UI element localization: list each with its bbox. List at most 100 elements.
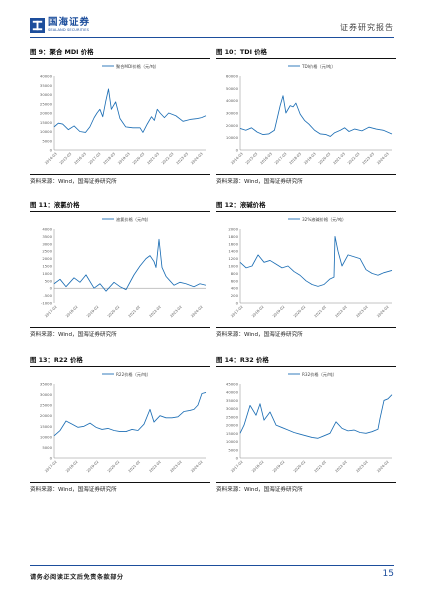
- y-tick-label: 45000: [226, 382, 239, 387]
- y-tick-label: 2000: [42, 256, 52, 261]
- figure-rule-bottom: [30, 482, 210, 483]
- y-tick-label: 40000: [226, 98, 239, 103]
- figure-rule-bottom: [216, 482, 396, 483]
- x-tick-label: 2020-02: [107, 305, 120, 318]
- y-tick-label: -1000: [41, 301, 53, 306]
- figure-rule-bottom: [216, 327, 396, 328]
- y-tick-label: 35000: [40, 382, 53, 387]
- x-tick-label: 2022-02: [149, 305, 162, 318]
- x-tick-label: 2023-02: [355, 460, 368, 473]
- x-tick-label: 2024-02: [376, 460, 389, 473]
- y-tick-label: 1200: [228, 256, 238, 261]
- legend-label: 32%液碱价格（元/吨）: [302, 216, 346, 223]
- x-tick-label: 2024-02: [190, 305, 203, 318]
- figure-title: 图 10：TDI 价格: [216, 48, 267, 56]
- x-tick-label: 2019-02: [86, 460, 99, 473]
- y-tick-label: 15000: [40, 424, 53, 429]
- y-tick-label: 15000: [226, 431, 239, 436]
- figure-source: 资料来源：Wind，国海证券研究所: [216, 332, 303, 338]
- y-tick-label: 0: [236, 148, 239, 153]
- x-tick-label: 2015-03: [59, 152, 72, 165]
- y-tick-label: 500: [45, 278, 53, 283]
- series-line: [239, 95, 393, 137]
- x-tick-label: 2023-02: [169, 305, 182, 318]
- y-tick-label: 4000: [42, 227, 52, 232]
- y-tick-label: 3500: [42, 234, 52, 239]
- series-line: [239, 235, 393, 287]
- y-tick-label: 30000: [40, 92, 53, 97]
- figure-source: 资料来源：Wind，国海证券研究所: [216, 179, 303, 185]
- x-tick-label: 2020-03: [318, 152, 331, 165]
- y-tick-label: 5000: [42, 138, 52, 143]
- x-tick-label: 2024-03: [376, 152, 389, 165]
- y-tick-label: 10000: [40, 129, 53, 134]
- y-tick-label: 60000: [226, 74, 239, 79]
- x-tick-label: 2022-03: [161, 152, 174, 165]
- figure-10-panel: 图 10：TDI 价格 TDI价格（元/吨） 0 10000 20000 30000 40…: [216, 47, 396, 197]
- y-tick-label: 0: [50, 286, 53, 291]
- figure-rule-top: [216, 211, 396, 212]
- x-tick-label: 2020-03: [132, 152, 145, 165]
- figure-11-panel: 图 11：液氯价格 液氯价格（元/吨） -1000 -500 0 500 1000 1500…: [30, 200, 210, 350]
- x-tick-label: 2017-03: [274, 152, 287, 165]
- x-tick-label: 2021-03: [332, 152, 345, 165]
- header-divider: [30, 37, 394, 38]
- figure-12-panel: 图 12：液碱价格 32%液碱价格（元/吨） 0 200 400 600 800 1000 1…: [216, 200, 396, 350]
- y-tick-label: 15000: [40, 120, 53, 125]
- series-line: [53, 238, 207, 292]
- r32-price-chart: R32价格（元/吨） 0 5000 10000 15000 20000 25000 30000…: [226, 371, 393, 473]
- x-tick-label: 2020-02: [293, 305, 306, 318]
- sealand-logo-icon: [30, 18, 45, 33]
- r22-price-chart: R22价格（元/吨） 0 5000 10000 15000 20000 25000 30000…: [40, 371, 207, 473]
- figure-rule-top: [30, 58, 210, 59]
- x-tick-label: 2024-03: [190, 152, 203, 165]
- y-tick-label: 30000: [226, 406, 239, 411]
- y-tick-label: 200: [231, 293, 239, 298]
- y-tick-label: 0: [50, 456, 53, 461]
- x-tick-label: 2017-02: [230, 460, 243, 473]
- y-tick-label: 0: [50, 148, 53, 153]
- y-tick-label: 35000: [40, 83, 53, 88]
- x-tick-label: 2016-03: [259, 152, 272, 165]
- legend-label: R22价格（元/吨）: [116, 371, 151, 378]
- x-tick-label: 2023-03: [362, 152, 375, 165]
- x-tick-label: 2015-03: [245, 152, 258, 165]
- y-tick-label: 5000: [228, 447, 238, 452]
- y-tick-label: 2500: [42, 249, 52, 254]
- x-tick-label: 2021-02: [128, 460, 141, 473]
- x-tick-label: 2021-03: [146, 152, 159, 165]
- x-tick-label: 2021-02: [314, 305, 327, 318]
- y-tick-label: 1000: [228, 264, 238, 269]
- page-number: 15: [382, 569, 394, 579]
- x-tick-label: 2022-03: [347, 152, 360, 165]
- y-tick-label: 30000: [40, 392, 53, 397]
- legend-label: R32价格（元/吨）: [302, 371, 337, 378]
- disclaimer-note: 请务必阅读正文后免责条款部分: [30, 574, 124, 581]
- y-tick-label: 400: [231, 286, 239, 291]
- liquid-chlorine-price-chart: 液氯价格（元/吨） -1000 -500 0 500 1000 1500 2000 2500 30…: [41, 216, 207, 318]
- y-tick-label: 20000: [40, 111, 53, 116]
- x-tick-label: 2022-02: [335, 460, 348, 473]
- y-tick-label: 25000: [226, 414, 239, 419]
- footer-divider: [30, 565, 394, 566]
- x-tick-label: 2018-02: [251, 460, 264, 473]
- brand-logo: 国海证券 SEALAND SECURITIES: [30, 18, 90, 33]
- x-tick-label: 2019-02: [86, 305, 99, 318]
- x-tick-label: 2018-02: [65, 305, 78, 318]
- y-tick-label: 25000: [40, 101, 53, 106]
- x-tick-label: 2024-02: [190, 460, 203, 473]
- figure-rule-top: [216, 58, 396, 59]
- legend-label: 液氯价格（元/吨）: [116, 216, 151, 223]
- x-tick-label: 2017-02: [44, 460, 57, 473]
- y-tick-label: 20000: [40, 413, 53, 418]
- figure-source: 资料来源：Wind，国海证券研究所: [30, 332, 117, 338]
- figure-rule-top: [30, 211, 210, 212]
- x-tick-label: 2018-03: [289, 152, 302, 165]
- legend-label: TDI价格（元/吨）: [301, 63, 336, 70]
- x-tick-label: 2023-02: [355, 305, 368, 318]
- x-tick-label: 2017-02: [44, 305, 57, 318]
- x-tick-label: 2014-03: [44, 152, 57, 165]
- caustic-soda-price-chart: 32%液碱价格（元/吨） 0 200 400 600 800 1000 1200 1400 160…: [228, 216, 393, 318]
- y-tick-label: 0: [236, 456, 239, 461]
- y-tick-label: 20000: [226, 123, 239, 128]
